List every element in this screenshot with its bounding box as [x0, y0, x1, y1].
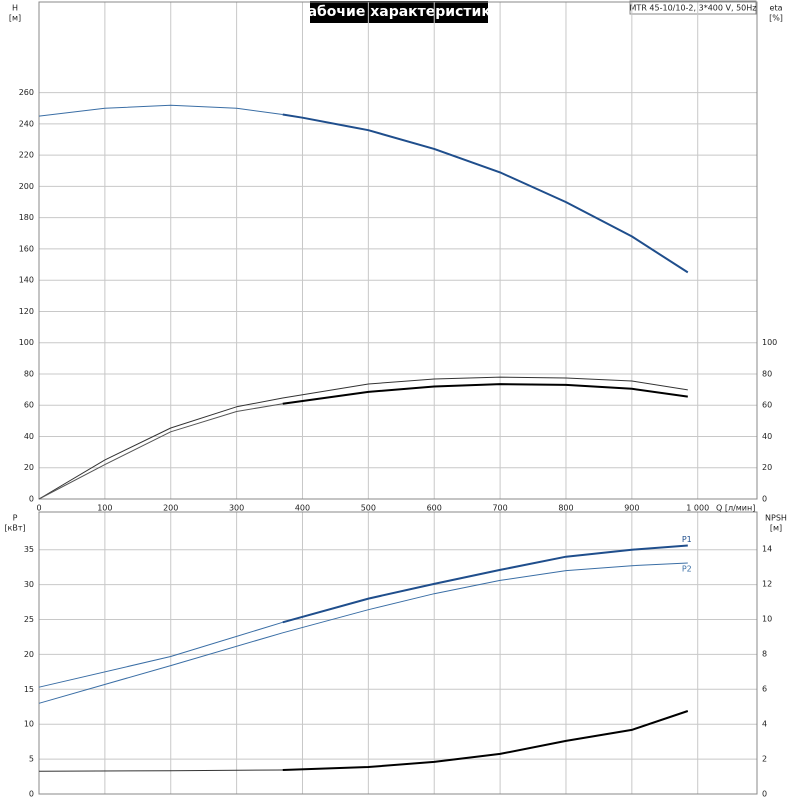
- y-tick-label: 100: [19, 338, 34, 347]
- y2-tick-label: 60: [762, 401, 772, 410]
- x-tick-label: 600: [427, 504, 442, 513]
- y2-tick-label: 10: [762, 614, 772, 623]
- y-tick-label: 120: [19, 307, 34, 316]
- y2-tick-label: 40: [762, 432, 772, 441]
- curve: [38, 403, 283, 500]
- curve: [38, 769, 283, 772]
- title-box: [310, 1, 488, 23]
- curve: [38, 104, 283, 117]
- y2-tick-label: 100: [762, 338, 777, 347]
- curve: [38, 621, 283, 688]
- y-tick-label: 60: [24, 401, 34, 410]
- x-tick-label: 700: [492, 504, 507, 513]
- y2-axis-unit: [%]: [769, 14, 783, 23]
- y-tick-label: 5: [29, 755, 34, 764]
- y2-tick-label: 2: [762, 754, 767, 763]
- y-tick-label: 15: [24, 685, 34, 694]
- y2-tick-label: 80: [762, 369, 772, 378]
- y-axis-label: H: [12, 4, 18, 13]
- y-tick-label: 20: [24, 650, 34, 659]
- y2-axis-label: NPSH: [765, 514, 787, 523]
- curve: [282, 383, 688, 405]
- plot-frame: [38, 511, 758, 795]
- y-axis-unit: [м]: [9, 14, 21, 23]
- y2-tick-label: 12: [762, 579, 772, 588]
- x-tick-label: 0: [36, 504, 41, 513]
- x-tick-label: 300: [229, 504, 244, 513]
- series-label: P1: [682, 535, 692, 544]
- info-box: [629, 0, 757, 15]
- curve: [282, 544, 688, 624]
- curve: [282, 113, 689, 274]
- pump-info: MTR 45-10/10-2, 3*400 V, 50Hz: [630, 4, 757, 13]
- x-tick-label: 200: [163, 504, 178, 513]
- curve: [38, 562, 688, 704]
- y-tick-label: 0: [29, 495, 34, 504]
- y2-tick-label: 0: [762, 790, 767, 799]
- y-tick-label: 240: [19, 119, 34, 128]
- y2-tick-label: 14: [762, 544, 772, 553]
- y2-axis-unit: [м]: [770, 524, 782, 533]
- y-tick-label: 80: [24, 369, 34, 378]
- y-tick-label: 10: [24, 720, 34, 729]
- y-tick-label: 220: [19, 151, 34, 160]
- y-tick-label: 20: [24, 463, 34, 472]
- y-tick-label: 180: [19, 213, 34, 222]
- y2-axis-label: eta: [770, 4, 783, 13]
- x-tick-label: 100: [97, 504, 112, 513]
- y2-tick-label: 6: [762, 684, 767, 693]
- x-tick-label: 800: [558, 504, 573, 513]
- series-label: P2: [682, 564, 692, 573]
- y-tick-label: 260: [19, 88, 34, 97]
- x-tick-label: 400: [295, 504, 310, 513]
- y-axis-unit: [кВт]: [4, 524, 25, 533]
- plot-frame: [38, 1, 758, 500]
- y2-tick-label: 20: [762, 463, 772, 472]
- y-tick-label: 25: [24, 615, 34, 624]
- x-tick-label: 1 000: [686, 504, 709, 513]
- y-tick-label: 200: [19, 182, 34, 191]
- y-tick-label: 40: [24, 432, 34, 441]
- y-axis-label: P: [13, 514, 18, 523]
- y2-tick-label: 0: [762, 495, 767, 504]
- y-tick-label: 30: [24, 580, 34, 589]
- curve: [38, 376, 688, 500]
- y-tick-label: 160: [19, 244, 34, 253]
- chart-title: Рабочие характеристики: [297, 4, 500, 20]
- y2-tick-label: 4: [762, 719, 767, 728]
- y-tick-label: 140: [19, 276, 34, 285]
- y-tick-label: 0: [29, 790, 34, 799]
- x-axis-label: Q [л/мин]: [716, 504, 755, 513]
- curve: [282, 710, 689, 771]
- y-tick-label: 35: [24, 545, 34, 554]
- x-tick-label: 500: [361, 504, 376, 513]
- x-tick-label: 900: [624, 504, 639, 513]
- y2-tick-label: 8: [762, 649, 767, 658]
